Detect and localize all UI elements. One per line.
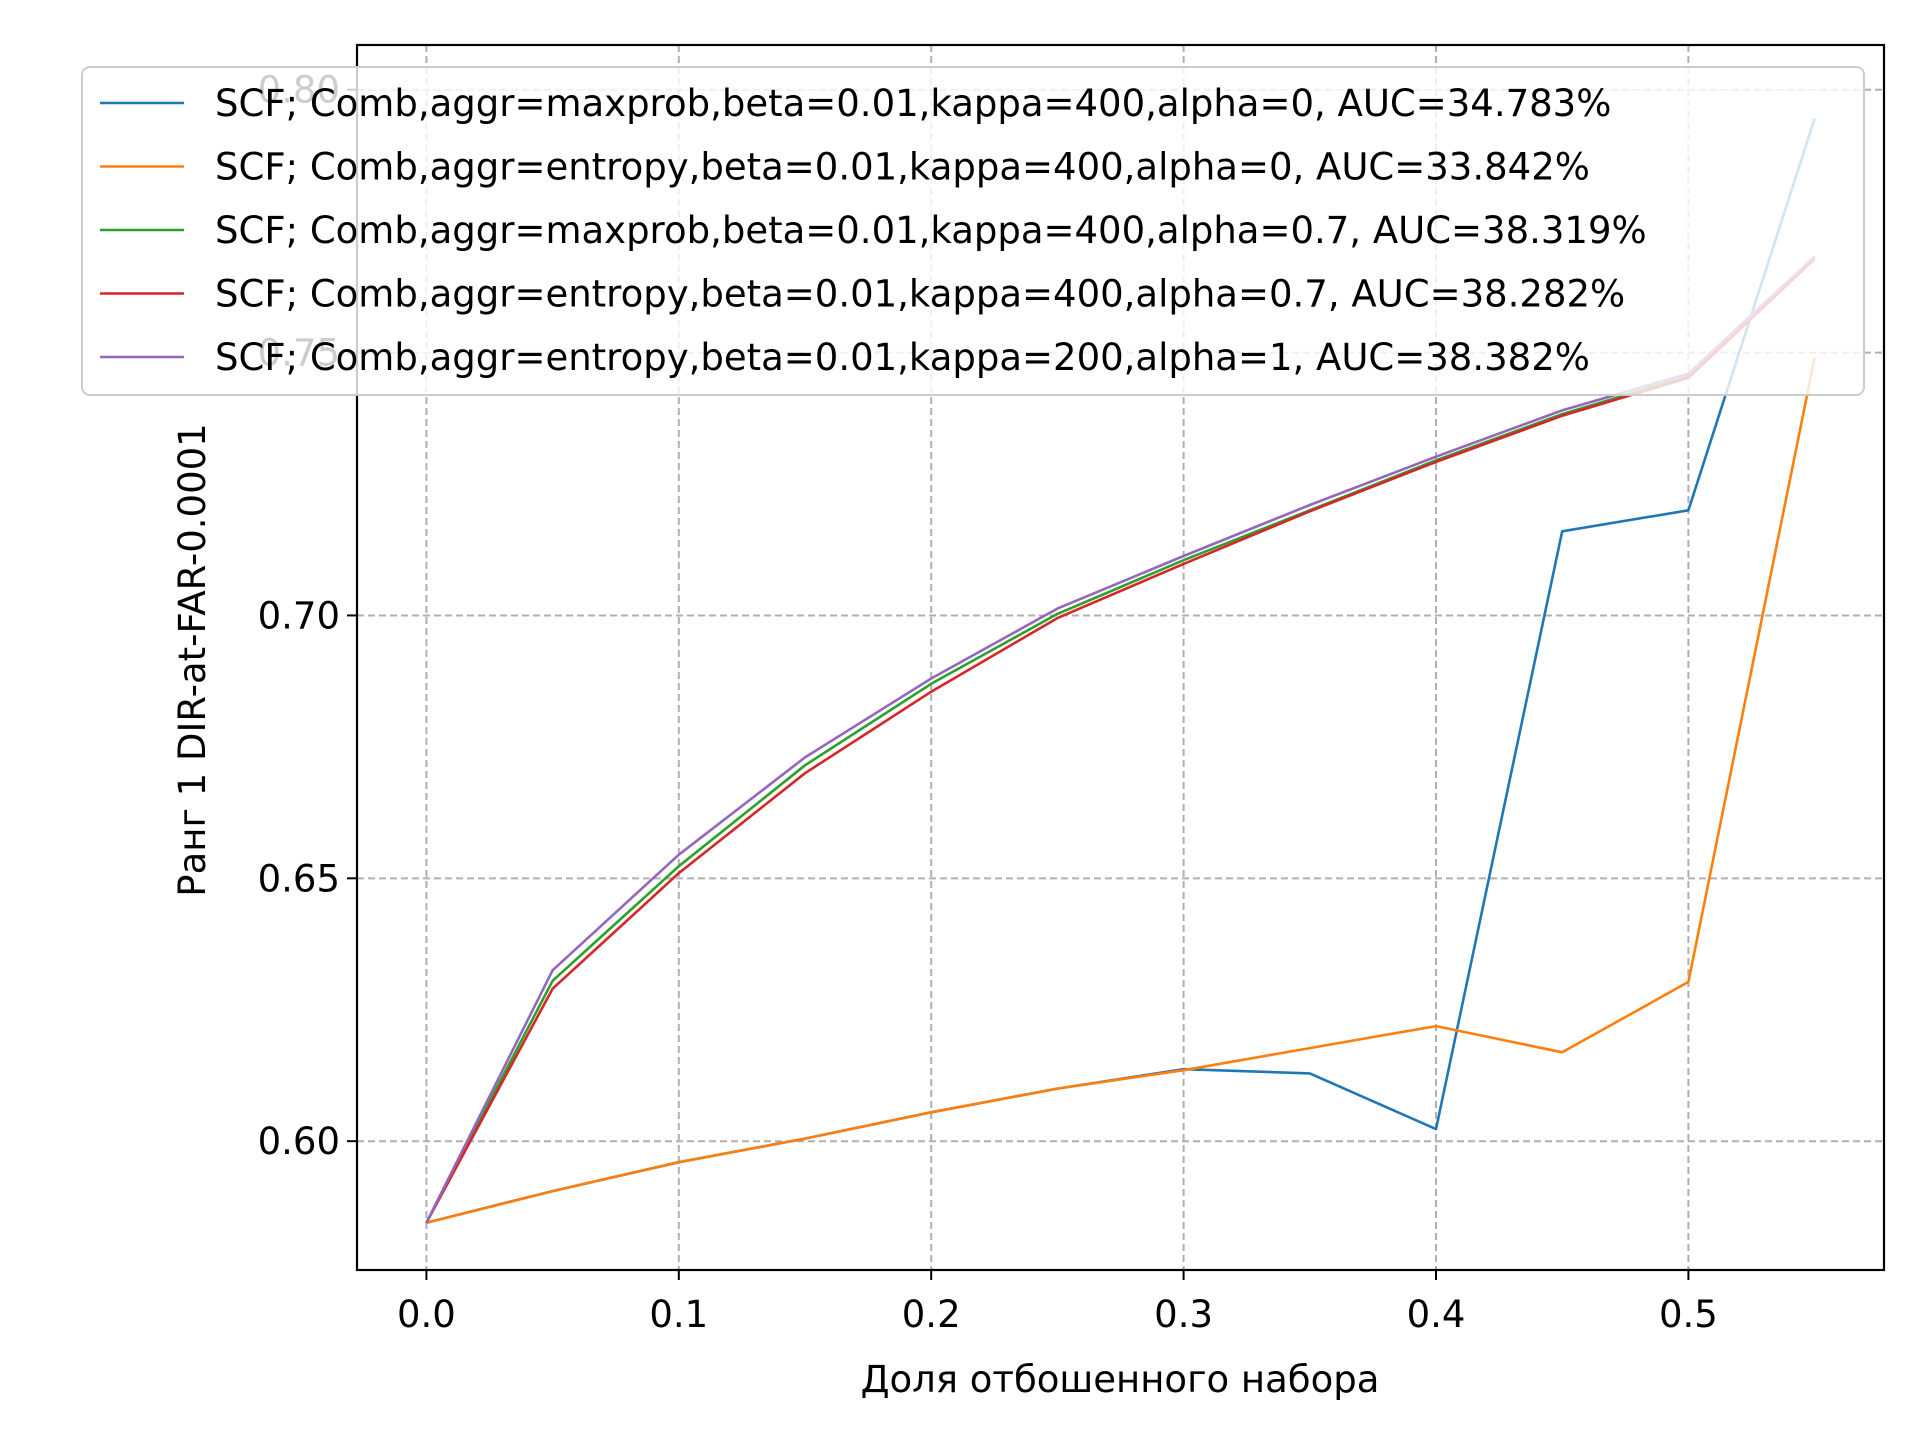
series-line-5	[425, 255, 1816, 1224]
x-tick-label: 0.0	[397, 1293, 456, 1336]
legend-entries: SCF; Comb,aggr=maxprob,beta=0.01,kappa=4…	[100, 82, 1647, 379]
y-tick-label: 0.70	[258, 594, 340, 637]
series-lines	[425, 118, 1816, 1224]
axis-ticks: 0.00.10.20.30.40.50.600.650.700.750.80	[258, 69, 1718, 1336]
legend-box	[81, 66, 1865, 396]
x-tick-label: 0.4	[1407, 1293, 1466, 1336]
y-axis-label: Ранг 1 DIR-at-FAR-0.0001	[171, 423, 214, 896]
x-axis-label: Доля отбошенного набора	[861, 1358, 1380, 1401]
plot-frame	[355, 43, 1886, 1272]
legend-label: SCF; Comb,aggr=maxprob,beta=0.01,kappa=4…	[215, 82, 1611, 125]
legend-label: SCF; Comb,aggr=entropy,beta=0.01,kappa=4…	[215, 146, 1590, 189]
x-tick-label: 0.3	[1154, 1293, 1213, 1336]
y-tick-label: 0.60	[258, 1120, 340, 1163]
series-line-2	[426, 357, 1816, 1224]
series-line-3	[425, 256, 1816, 1224]
y-tick-label: 0.65	[258, 857, 340, 900]
legend: SCF; Comb,aggr=maxprob,beta=0.01,kappa=4…	[81, 66, 1865, 396]
legend-label: SCF; Comb,aggr=entropy,beta=0.01,kappa=4…	[215, 273, 1625, 316]
x-tick-label: 0.2	[902, 1293, 961, 1336]
x-tick-label: 0.5	[1659, 1293, 1718, 1336]
legend-label: SCF; Comb,aggr=entropy,beta=0.01,kappa=2…	[215, 336, 1590, 379]
legend-label: SCF; Comb,aggr=maxprob,beta=0.01,kappa=4…	[215, 209, 1647, 252]
series-line-4	[425, 258, 1816, 1224]
x-tick-label: 0.1	[649, 1293, 708, 1336]
